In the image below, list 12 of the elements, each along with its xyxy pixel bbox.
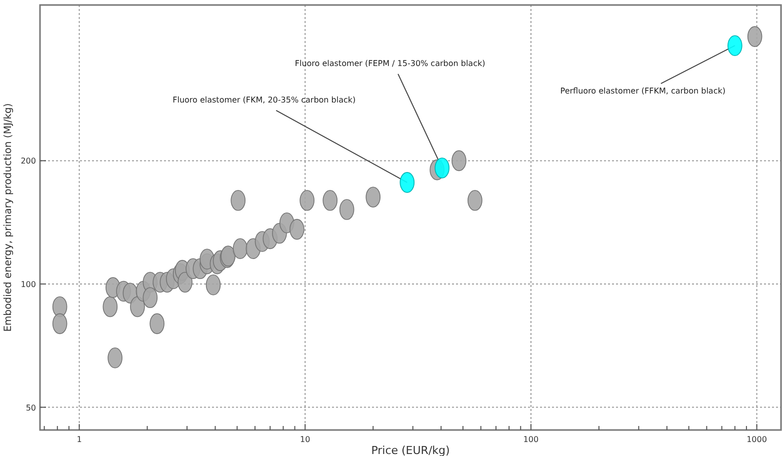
annotation: Perfluoro elastomer (FFKM, carbon black) <box>560 86 726 96</box>
annotation: Fluoro elastomer (FEPM / 15-30% carbon black) <box>294 58 486 68</box>
x-tick-label: 100 <box>523 435 539 444</box>
x-tick-label: 1000 <box>746 435 767 444</box>
y-axis-title: Embodied energy, primary production (MJ/kg) <box>3 103 14 332</box>
annotation: Fluoro elastomer (FKM, 20-35% carbon black) <box>172 95 356 104</box>
x-axis-title: Price (EUR/kg) <box>371 444 450 456</box>
y-tick-label: 100 <box>20 280 36 289</box>
x-tick-label: 10 <box>300 435 310 444</box>
y-tick-label: 200 <box>20 156 36 166</box>
y-tick-label: 50 <box>26 403 36 412</box>
x-tick-label: 1 <box>76 435 82 444</box>
